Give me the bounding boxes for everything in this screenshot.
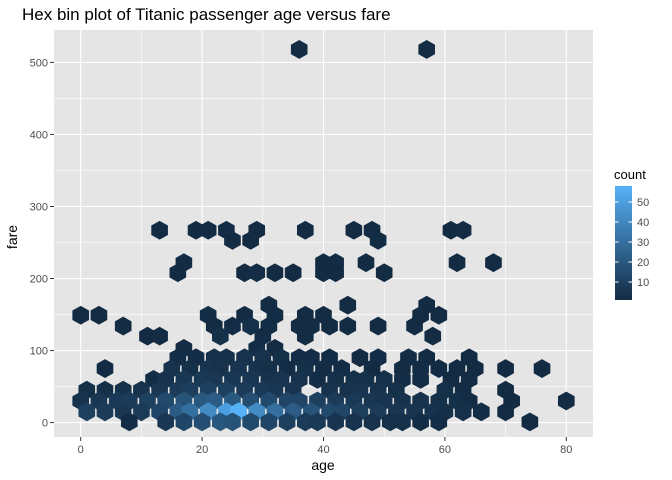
hex-bin xyxy=(120,412,138,432)
hex-bin xyxy=(72,305,90,325)
hex-bin xyxy=(296,220,314,240)
legend-tick-label: 30 xyxy=(637,237,649,249)
hex-bin xyxy=(242,230,259,250)
hex-bin xyxy=(169,263,187,283)
x-tick-label: 20 xyxy=(196,444,208,456)
y-axis-ticks: 0 100 200 300 400 500 xyxy=(30,57,54,430)
hex-bin xyxy=(448,253,466,273)
hex-bin xyxy=(430,305,448,325)
hex-bin xyxy=(78,402,96,422)
hex-bin xyxy=(418,40,435,59)
hex-bin xyxy=(339,316,357,336)
hex-bin xyxy=(454,220,472,240)
hex-bin xyxy=(363,412,381,432)
hex-bin xyxy=(454,402,472,422)
hex-bin xyxy=(497,359,514,378)
x-tick-label: 80 xyxy=(560,444,572,456)
hex-bin xyxy=(96,359,114,378)
hex-bin xyxy=(412,369,429,389)
x-axis-ticks: 0 20 40 60 80 xyxy=(78,437,572,456)
hex-bin xyxy=(133,402,150,422)
hex-bin xyxy=(284,263,302,283)
hex-bin xyxy=(193,412,211,432)
hex-bin xyxy=(96,402,114,422)
legend-tick-label: 40 xyxy=(637,217,649,229)
chart-title: Hex bin plot of Titanic passenger age ve… xyxy=(22,5,391,24)
legend-colorbar xyxy=(615,186,632,300)
hex-bin xyxy=(351,348,369,368)
hex-bin xyxy=(278,412,296,432)
hex-bin xyxy=(345,220,363,240)
hex-bin xyxy=(151,326,168,346)
hex-bin xyxy=(90,305,108,325)
hex-bin xyxy=(497,402,514,422)
hex-bin xyxy=(175,412,193,432)
hex-bin xyxy=(321,316,338,336)
legend-title: count xyxy=(614,167,646,182)
hex-bin xyxy=(424,326,442,346)
hex-bin xyxy=(242,412,259,432)
hex-bin xyxy=(473,402,490,422)
hex-bin xyxy=(224,316,241,336)
hex-bin xyxy=(224,230,241,250)
legend: count 10 20 30 40 50 xyxy=(614,167,649,300)
hex-bin xyxy=(266,263,284,283)
hex-bin xyxy=(327,412,344,432)
hex-bin xyxy=(157,412,174,432)
hex-bin xyxy=(369,316,387,336)
hex-bin xyxy=(296,326,314,346)
legend-tick-label: 10 xyxy=(637,277,649,289)
legend-tick-label: 50 xyxy=(637,197,649,209)
x-axis-label: age xyxy=(311,457,335,473)
hex-bin xyxy=(327,263,344,283)
hex-bin xyxy=(521,412,539,432)
legend-tick-label: 20 xyxy=(637,257,649,269)
hex-bin xyxy=(290,40,308,59)
hex-bin xyxy=(369,230,387,250)
hex-bin xyxy=(485,253,502,273)
hex-bin xyxy=(260,412,278,432)
hex-bin xyxy=(248,263,266,283)
hex-bin xyxy=(224,412,241,432)
x-tick-label: 60 xyxy=(439,444,451,456)
legend-ticks: 10 20 30 40 50 xyxy=(615,197,649,289)
hex-bin xyxy=(199,220,217,240)
hex-bin xyxy=(394,412,411,432)
y-tick-label: 100 xyxy=(30,346,48,358)
hex-bin xyxy=(406,316,423,336)
hex-bin xyxy=(345,412,363,432)
hex-bin xyxy=(533,359,551,378)
y-tick-label: 300 xyxy=(30,201,48,213)
x-tick-label: 0 xyxy=(78,444,84,456)
hex-bin xyxy=(339,295,357,315)
hex-bin xyxy=(412,412,429,432)
hex-bin xyxy=(430,359,448,378)
hex-bin xyxy=(309,412,326,432)
hex-bin xyxy=(242,316,259,336)
hex-bin xyxy=(309,369,326,389)
y-tick-label: 0 xyxy=(42,418,48,430)
y-axis-label: fare xyxy=(4,225,20,249)
y-tick-label: 400 xyxy=(30,129,48,141)
hex-bin xyxy=(357,253,375,273)
hex-bin xyxy=(375,263,393,283)
hex-layer xyxy=(72,40,575,432)
hex-bin xyxy=(151,220,168,240)
hex-bin xyxy=(430,412,448,432)
hex-bin xyxy=(557,391,575,411)
x-tick-label: 40 xyxy=(317,444,329,456)
y-tick-label: 500 xyxy=(30,57,48,69)
hex-bin xyxy=(114,316,132,336)
y-tick-label: 200 xyxy=(30,274,48,286)
hex-bin xyxy=(212,326,229,346)
